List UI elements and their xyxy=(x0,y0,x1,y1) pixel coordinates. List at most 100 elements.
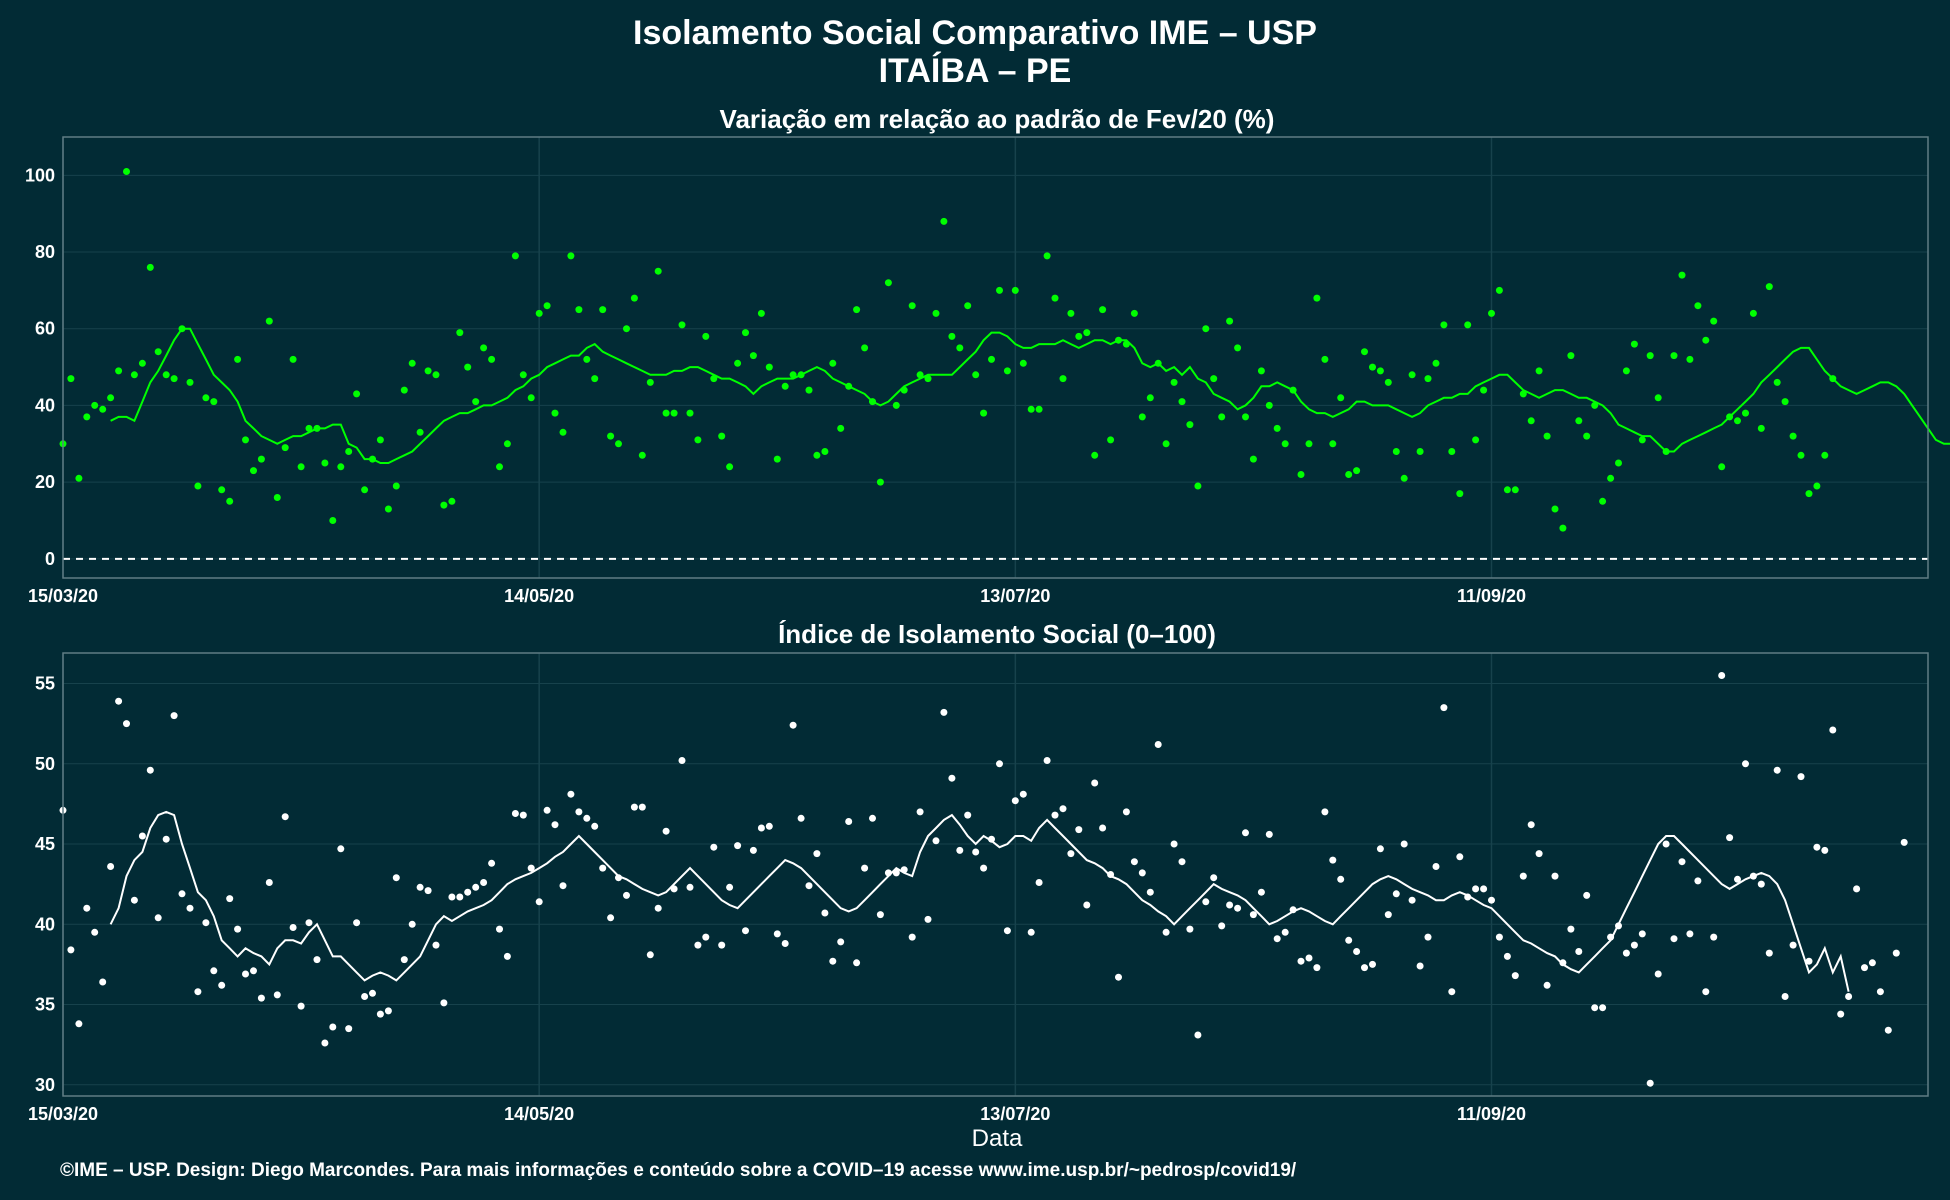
data-point xyxy=(1194,1031,1202,1039)
data-point xyxy=(543,806,551,814)
data-point xyxy=(392,482,400,490)
data-point xyxy=(908,302,916,310)
data-point xyxy=(869,814,876,822)
data-point xyxy=(1154,359,1162,367)
data-point xyxy=(607,914,615,922)
data-point xyxy=(535,309,543,317)
data-point xyxy=(1718,463,1726,471)
data-point xyxy=(583,355,591,363)
data-point xyxy=(853,306,861,314)
data-point xyxy=(1456,853,1464,861)
data-point xyxy=(313,424,321,432)
data-point xyxy=(686,883,694,891)
data-point xyxy=(1337,875,1345,883)
data-point xyxy=(130,371,138,379)
data-point xyxy=(591,375,599,383)
data-point xyxy=(956,344,964,352)
data-point xyxy=(265,317,273,325)
data-point xyxy=(146,263,154,271)
data-point xyxy=(749,846,757,854)
data-point xyxy=(265,879,273,886)
y-tick-label: 45 xyxy=(35,834,55,854)
data-point xyxy=(1734,875,1741,883)
data-point xyxy=(1376,845,1384,853)
data-point xyxy=(1789,432,1797,440)
data-point xyxy=(1265,830,1273,838)
x-tick-label: 13/07/20 xyxy=(980,1104,1050,1124)
data-point xyxy=(1519,390,1527,398)
data-point xyxy=(519,811,527,819)
data-point xyxy=(321,459,329,467)
data-point xyxy=(186,904,194,912)
data-point xyxy=(1035,879,1043,886)
data-point xyxy=(1361,964,1368,972)
data-point xyxy=(1019,359,1027,367)
data-point xyxy=(710,843,718,851)
y-tick-label: 20 xyxy=(35,472,55,492)
data-point xyxy=(678,757,686,764)
chart-title-line1: Isolamento Social Comparativo IME – USP xyxy=(633,14,1317,52)
data-point xyxy=(1384,911,1392,919)
top-panel-title: Variação em relação ao padrão de Fev/20 … xyxy=(720,104,1275,134)
data-point xyxy=(273,991,281,999)
data-point xyxy=(67,946,75,954)
data-point xyxy=(678,321,686,329)
data-point xyxy=(1464,321,1472,329)
data-point xyxy=(1702,336,1710,344)
y-tick-label: 50 xyxy=(35,754,55,774)
data-point xyxy=(1265,401,1273,409)
data-point xyxy=(543,302,551,310)
data-point xyxy=(789,371,797,379)
data-point xyxy=(448,497,456,505)
data-point xyxy=(440,999,448,1007)
data-point xyxy=(1503,486,1511,494)
data-point xyxy=(369,455,376,463)
data-point xyxy=(630,803,638,811)
data-point xyxy=(599,864,607,872)
data-point xyxy=(734,842,742,850)
data-point xyxy=(1654,970,1662,978)
data-point xyxy=(694,436,702,444)
data-point xyxy=(757,824,765,832)
footer-caption: ©IME – USP. Design: Diego Marcondes. Par… xyxy=(60,1160,1297,1181)
data-point xyxy=(861,344,869,352)
data-point xyxy=(250,967,257,975)
data-point xyxy=(456,329,464,337)
data-point xyxy=(1781,398,1789,406)
data-point xyxy=(686,409,694,417)
y-tick-label: 55 xyxy=(35,673,55,693)
data-point xyxy=(1059,375,1067,383)
data-point xyxy=(1011,797,1019,805)
data-point xyxy=(408,920,416,928)
data-point xyxy=(242,436,249,444)
data-point xyxy=(1567,352,1575,360)
data-point xyxy=(1615,922,1622,930)
data-point xyxy=(1710,317,1718,325)
data-point xyxy=(1162,440,1170,448)
data-point xyxy=(1551,505,1559,513)
data-point xyxy=(1059,805,1067,813)
data-point xyxy=(694,941,702,949)
data-point xyxy=(1527,417,1535,425)
data-point xyxy=(1829,375,1837,383)
data-point xyxy=(1115,336,1122,344)
data-point xyxy=(765,363,773,371)
data-point xyxy=(273,494,281,501)
data-point xyxy=(1408,371,1416,379)
data-point xyxy=(178,325,186,333)
data-point xyxy=(670,409,678,417)
data-point xyxy=(575,306,583,314)
data-point xyxy=(1495,286,1503,294)
x-tick-label: 11/09/20 xyxy=(1457,1104,1526,1124)
data-point xyxy=(297,1002,305,1010)
y-tick-label: 80 xyxy=(35,242,55,262)
data-point xyxy=(1369,363,1376,371)
data-point xyxy=(1686,355,1694,363)
data-point xyxy=(742,927,749,935)
data-point xyxy=(1575,948,1583,955)
data-point xyxy=(186,378,194,386)
data-point xyxy=(1043,757,1051,764)
data-point xyxy=(916,808,924,816)
data-point xyxy=(115,367,123,375)
data-point xyxy=(654,267,662,275)
